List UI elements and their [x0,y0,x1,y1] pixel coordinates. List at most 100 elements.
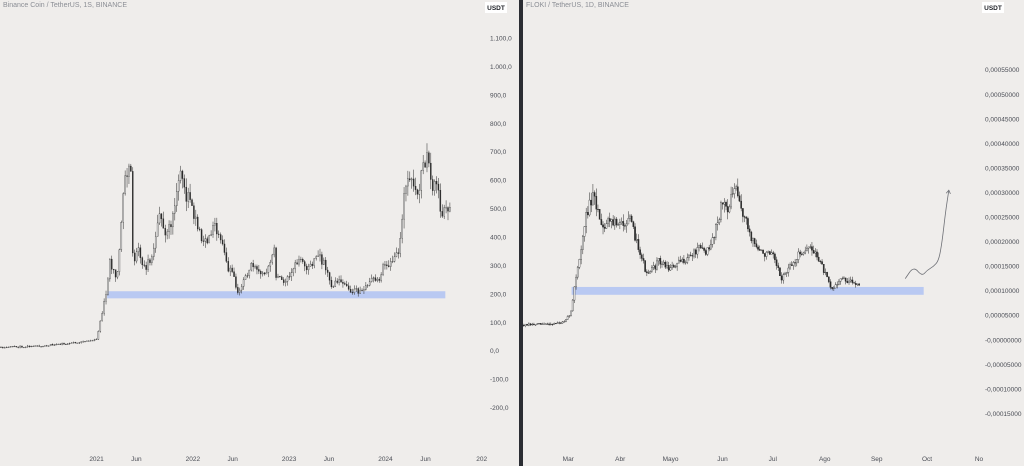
bnb-candle[interactable] [313,258,315,269]
bnb-candle[interactable] [223,239,226,256]
floki-candle[interactable] [600,213,603,226]
floki-candle[interactable] [797,248,800,264]
bnb-candle[interactable] [277,273,279,279]
bnb-candle[interactable] [395,247,398,258]
floki-candle[interactable] [745,215,748,225]
floki-candle[interactable] [597,204,599,213]
floki-candle[interactable] [802,251,805,256]
bnb-candle[interactable] [153,243,155,261]
floki-candle[interactable] [726,199,729,220]
bnb-candle[interactable] [17,346,19,349]
floki-candle[interactable] [634,223,636,242]
bnb-candle[interactable] [355,285,358,292]
floki-candle[interactable] [576,265,579,280]
bnb-candle[interactable] [359,286,361,294]
bnb-support-zone[interactable] [107,291,446,299]
bnb-chart-panel[interactable]: 1.100,0 1.000,0 900,0 800,0 700,0 600,0 500,0 4… [0,0,519,466]
floki-candle[interactable] [826,271,828,278]
bnb-candle[interactable] [284,278,287,287]
floki-candle[interactable] [612,215,614,227]
bnb-candle[interactable] [126,168,128,188]
floki-candle[interactable] [664,260,667,269]
floki-candle[interactable] [854,280,857,288]
panel-divider[interactable] [519,0,523,466]
floki-candle[interactable] [699,243,702,249]
floki-candle[interactable] [795,259,798,267]
bnb-candle[interactable] [435,176,438,194]
bnb-candle[interactable] [132,167,134,257]
bnb-candle[interactable] [80,341,82,344]
bnb-candle[interactable] [315,255,317,261]
floki-candle[interactable] [526,323,529,326]
floki-candle[interactable] [814,248,817,258]
bnb-candle[interactable] [44,345,46,347]
floki-candle[interactable] [570,310,572,317]
bnb-candle[interactable] [265,268,268,275]
bnb-candle[interactable] [323,257,325,266]
bnb-candle[interactable] [158,206,161,225]
floki-candle[interactable] [812,245,815,254]
floki-candle[interactable] [619,218,621,230]
floki-candle[interactable] [543,322,545,325]
floki-candle[interactable] [533,322,535,326]
bnb-candle[interactable] [195,209,197,226]
floki-candle[interactable] [799,249,801,258]
bnb-candle[interactable] [260,269,262,279]
floki-candle[interactable] [630,214,633,223]
bnb-candle[interactable] [244,273,247,280]
floki-candle[interactable] [671,261,673,270]
floki-candle[interactable] [829,279,832,290]
bnb-candle[interactable] [414,177,417,196]
bnb-candle[interactable] [252,259,254,272]
floki-candle[interactable] [524,323,527,328]
floki-candle[interactable] [602,221,604,235]
floki-candle[interactable] [657,258,660,266]
floki-candle[interactable] [755,239,758,249]
bnb-candle[interactable] [388,260,390,268]
bnb-candle[interactable] [431,175,434,196]
bnb-candle[interactable] [386,260,388,270]
bnb-candle[interactable] [139,244,142,264]
bnb-candle[interactable] [221,235,224,246]
floki-chart[interactable]: 0,00055000 0,00050000 0,00045000 0,00040000… [523,0,1024,466]
floki-candle[interactable] [836,281,839,289]
bnb-candle[interactable] [19,345,21,349]
bnb-candle[interactable] [437,177,440,199]
bnb-candle[interactable] [443,204,445,220]
floki-candle[interactable] [735,184,737,191]
bnb-candle[interactable] [147,254,149,272]
bnb-candle[interactable] [330,276,333,289]
floki-candle[interactable] [595,188,598,217]
bnb-candle[interactable] [378,277,380,283]
bnb-candle[interactable] [405,184,407,202]
floki-candle[interactable] [706,247,709,257]
bnb-candle[interactable] [325,257,327,275]
floki-candle[interactable] [752,237,754,247]
bnb-candle[interactable] [321,251,323,270]
bnb-candle[interactable] [21,345,23,349]
bnb-candle[interactable] [311,261,314,269]
bnb-candle[interactable] [418,183,421,204]
bnb-candle[interactable] [229,265,231,277]
floki-candle[interactable] [613,216,616,230]
floki-candle[interactable] [605,219,608,229]
bnb-candle[interactable] [59,343,61,345]
floki-candle[interactable] [853,281,855,284]
bnb-candle[interactable] [367,283,369,288]
floki-candle[interactable] [607,216,609,228]
floki-candle[interactable] [649,270,652,274]
floki-candle[interactable] [534,324,537,326]
floki-candle[interactable] [804,246,807,255]
floki-candle[interactable] [785,271,788,278]
bnb-candle[interactable] [116,271,119,280]
floki-candle[interactable] [844,277,847,285]
floki-candle[interactable] [809,244,812,249]
floki-candle[interactable] [733,183,736,199]
bnb-candle[interactable] [97,330,100,340]
floki-candle[interactable] [846,278,849,284]
bnb-candle[interactable] [340,275,342,283]
floki-candle[interactable] [703,246,705,253]
floki-candle[interactable] [615,217,618,228]
bnb-candle[interactable] [399,231,401,258]
bnb-candle[interactable] [11,345,14,348]
